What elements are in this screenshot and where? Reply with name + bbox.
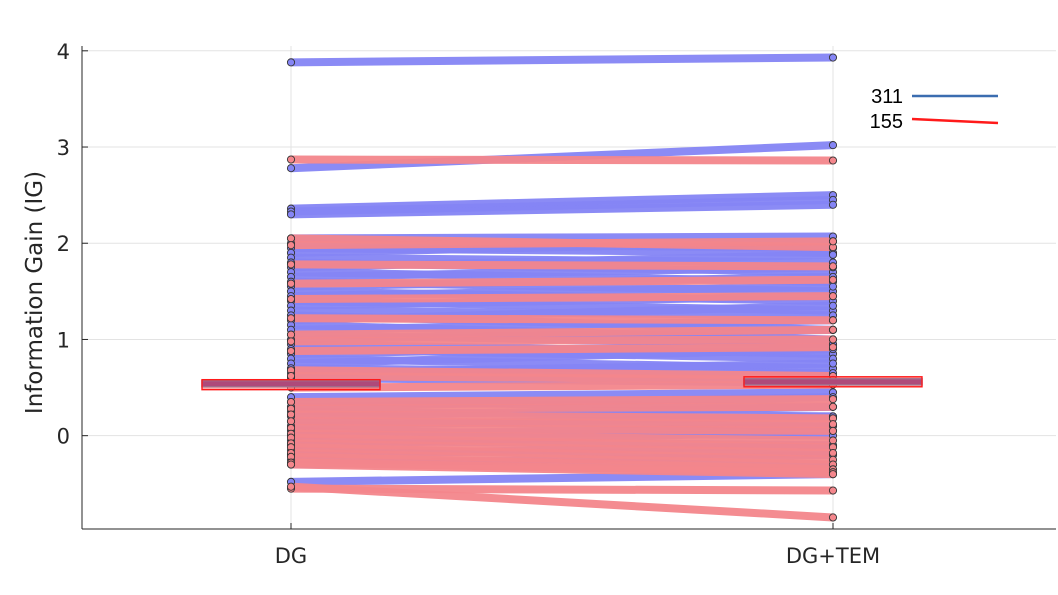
series-311-pair-line — [290, 53, 834, 67]
series-155-pair-line — [290, 448, 834, 469]
series-155-pair-line — [290, 275, 834, 288]
series-155-point — [828, 262, 838, 271]
x-tick-label: DG+TEM — [786, 544, 880, 568]
series-155-point — [828, 513, 838, 522]
series-155-point — [286, 279, 296, 288]
series-311-point — [286, 164, 296, 173]
series-155-pair-line — [290, 372, 834, 384]
series-155-point — [286, 482, 296, 491]
series-155-pair-line — [290, 292, 834, 304]
series-155-point — [286, 294, 296, 304]
series-155-mean-bar — [201, 378, 381, 391]
series-155-point — [828, 426, 838, 435]
series-155-point — [286, 460, 296, 469]
series-155-pair-line — [290, 410, 834, 423]
series-155-point — [828, 420, 838, 429]
series-155-pair-line — [290, 482, 834, 522]
y-tick-label: 1 — [57, 328, 70, 352]
y-tick-label: 2 — [57, 232, 70, 256]
axes — [81, 46, 1056, 530]
series-155-point — [286, 371, 296, 381]
series-155-point — [286, 314, 296, 323]
series-155-point — [286, 241, 296, 250]
series-311-point — [828, 53, 838, 62]
legend-label-311: 311 — [871, 86, 903, 108]
series-155-point — [286, 397, 296, 407]
series-155-point — [828, 343, 838, 352]
series-155-point — [828, 316, 838, 325]
y-axis-label: Information Gain (IG) — [22, 171, 48, 414]
series-155-pair-line — [290, 429, 834, 445]
series-155-point — [828, 486, 838, 495]
series-155-pair-line — [290, 443, 834, 464]
series-311-point — [828, 250, 838, 259]
series-311-point — [828, 301, 838, 310]
series-155-point — [828, 436, 838, 445]
paired-lines — [290, 53, 834, 522]
series-155-point — [828, 325, 838, 334]
y-tick-label: 3 — [57, 136, 70, 160]
series-155-point — [828, 237, 838, 246]
series-311-point — [828, 200, 838, 209]
series-155-pair-line — [290, 314, 834, 325]
series-311-pair-line — [290, 200, 834, 219]
series-311-point — [286, 210, 296, 219]
series-311-pair-line — [290, 388, 834, 402]
series-155-point — [828, 448, 838, 458]
series-155-point — [828, 335, 838, 344]
series-311-pair-line — [290, 282, 834, 301]
series-155-point — [286, 260, 296, 269]
series-155-pair-line — [290, 366, 834, 381]
series-155-point — [828, 275, 838, 284]
series-155-point — [286, 234, 296, 243]
legend-line-155 — [911, 117, 999, 125]
legend-label-155: 155 — [870, 111, 903, 133]
series-155-point — [286, 417, 296, 426]
series-155-mean-bar — [743, 376, 923, 388]
series-155-pair-line — [290, 460, 834, 479]
series-155-pair-line — [290, 439, 834, 457]
series-155-pair-line — [290, 433, 834, 452]
series-311-point — [286, 58, 296, 67]
y-tick-label: 4 — [57, 40, 70, 64]
series-311-point — [828, 359, 838, 368]
series-155-point — [828, 402, 838, 411]
series-155-point — [286, 337, 296, 346]
x-tick-label: DG — [275, 544, 307, 568]
series-155-point — [828, 292, 838, 301]
series-155-pair-line — [290, 395, 834, 406]
series-155-pair-line — [290, 335, 834, 346]
series-155-point — [286, 410, 296, 419]
y-tick-label: 0 — [57, 425, 70, 449]
series-155-point — [828, 156, 838, 165]
series-155-pair-line — [290, 155, 834, 165]
series-155-point — [286, 155, 296, 164]
series-155-pair-line — [290, 423, 834, 435]
series-155-pair-line — [290, 343, 834, 356]
series-155-pair-line — [290, 380, 834, 392]
mean-bars — [201, 376, 923, 391]
axis-labels: 0 1 2 3 4 DG DG+TEM Information Gain (IG) — [22, 40, 880, 568]
series-155-point — [828, 470, 838, 479]
series-155-point — [286, 330, 296, 339]
series-155-pair-line — [290, 237, 834, 250]
series-155-pair-line — [290, 402, 834, 413]
series-311-point — [828, 282, 838, 291]
series-155-pair-line — [290, 325, 834, 339]
series-155-pair-line — [290, 260, 834, 271]
series-155-point — [286, 346, 296, 356]
series-155-pair-line — [290, 417, 834, 429]
series-311-point — [828, 141, 838, 150]
series-155-point — [828, 395, 838, 404]
